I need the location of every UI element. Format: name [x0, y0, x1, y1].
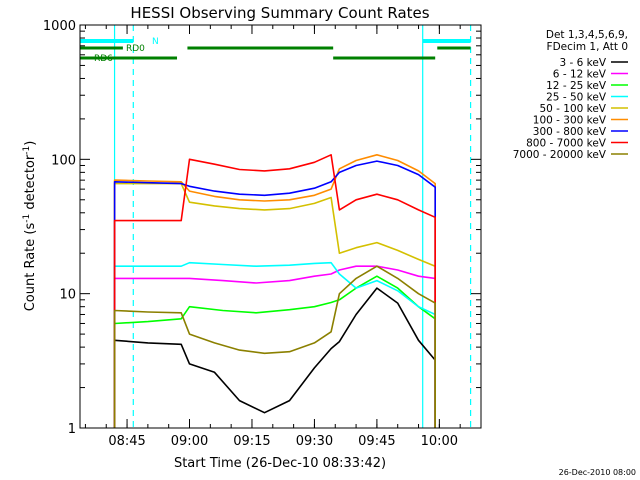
legend: Det 1,3,4,5,6,9,FDecim 1, Att 0 3 - 6 keV…	[513, 29, 628, 161]
chart-title: HESSI Observing Summary Count Rates	[130, 4, 429, 22]
legend-entry-label: 100 - 300 keV	[533, 115, 607, 127]
annotation-label: RD6	[94, 54, 113, 64]
vertical-markers	[113, 25, 472, 428]
y-tick-label: 1000	[43, 19, 76, 34]
series-line	[113, 154, 436, 428]
y-axis-label: Count Rate (s-1 detector-1)	[22, 141, 38, 312]
legend-header-line: FDecim 1, Att 0	[547, 41, 628, 53]
series-line	[113, 265, 436, 428]
x-tick-label: 10:00	[421, 434, 458, 449]
legend-entry-label: 3 - 6 keV	[559, 57, 606, 69]
series-line	[113, 275, 436, 428]
y-tick-label: 100	[51, 153, 76, 168]
x-tick-label: 09:45	[358, 434, 395, 449]
x-tick-label: 09:00	[171, 434, 208, 449]
series-line	[113, 261, 436, 428]
plot-frame	[79, 24, 482, 429]
legend-entry-label: 800 - 7000 keV	[526, 138, 607, 150]
y-tick-label: 10	[59, 288, 76, 303]
series-line	[113, 265, 436, 428]
legend-entry-label: 7000 - 20000 keV	[513, 149, 607, 161]
x-tick-label: 09:15	[233, 434, 270, 449]
series-line	[113, 160, 436, 428]
legend-entry-label: 50 - 100 keV	[539, 103, 606, 115]
annotation-label: RD0	[126, 44, 145, 54]
x-tick-label: 08:45	[108, 434, 145, 449]
footer-date: 26-Dec-2010 08:00	[559, 468, 636, 477]
legend-entry-label: 25 - 50 keV	[546, 92, 607, 104]
x-tick-label: 09:30	[296, 434, 333, 449]
y-axis: 1 10 100 1000	[43, 19, 481, 437]
legend-entry-label: 12 - 25 keV	[546, 80, 607, 92]
annotation-bars: N RD0 RD6	[80, 37, 471, 64]
series-line	[113, 154, 436, 428]
legend-entry-label: 300 - 800 keV	[533, 126, 607, 138]
x-axis: 08:45 09:00 09:15 09:30 09:45 10:00	[84, 25, 482, 449]
y-tick-label: 1	[68, 422, 76, 437]
x-axis-label: Start Time (26-Dec-10 08:33:42)	[174, 456, 386, 471]
legend-header-line: Det 1,3,4,5,6,9,	[546, 29, 628, 41]
series-lines	[113, 154, 436, 428]
legend-entry-label: 6 - 12 keV	[553, 69, 607, 81]
series-line	[113, 287, 436, 428]
annotation-label: N	[152, 37, 159, 47]
